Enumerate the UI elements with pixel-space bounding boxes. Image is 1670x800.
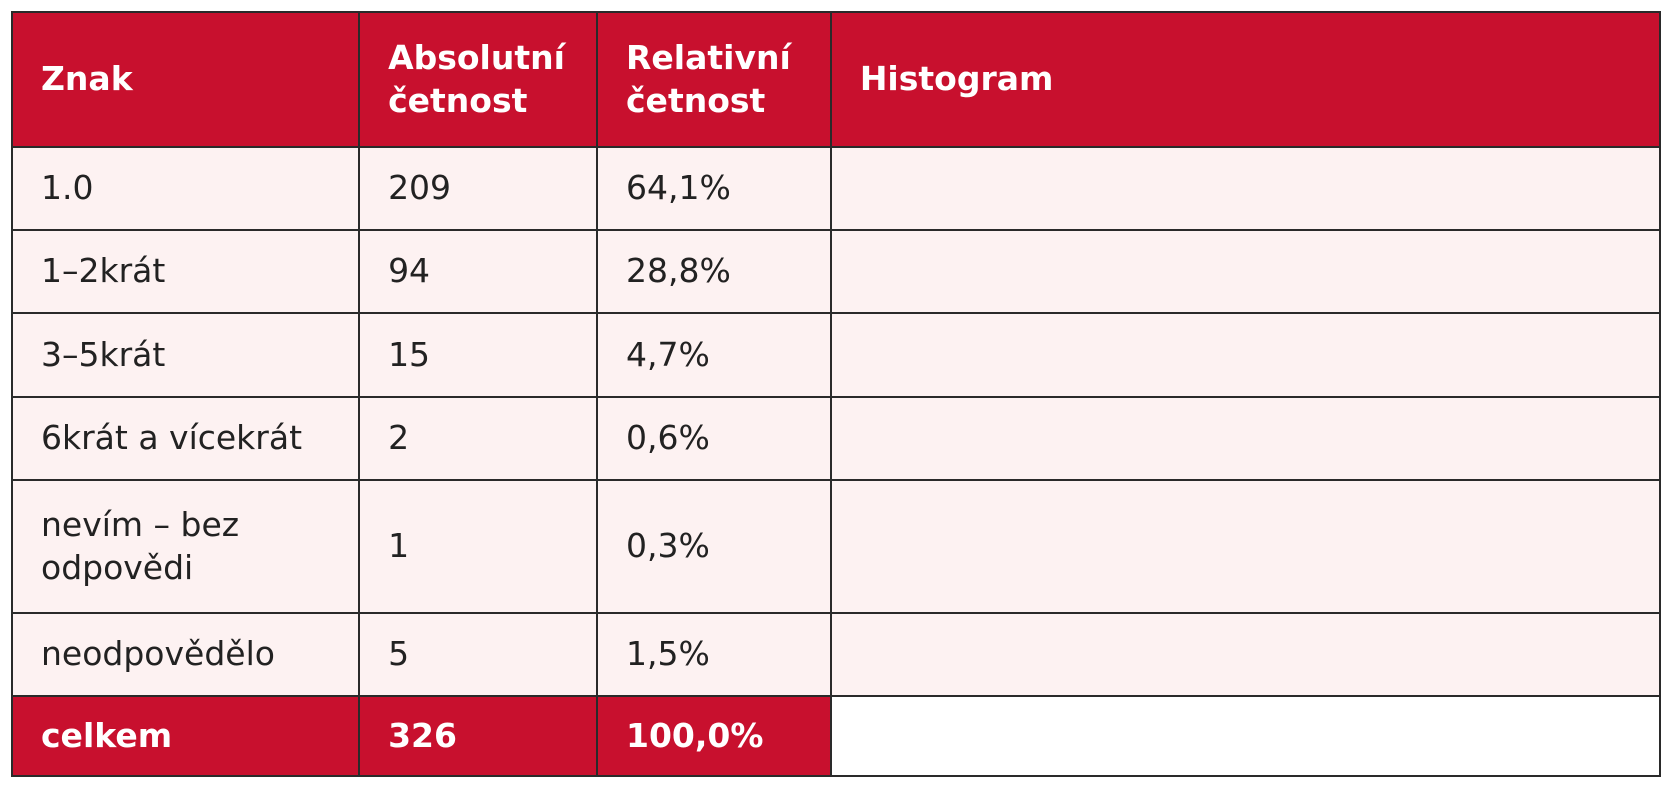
row-label: 1.0 (10, 146, 361, 231)
data-row: 1–2krát 94 28,8% (10, 229, 1662, 314)
histogram-cell (829, 229, 1662, 314)
relative-count: 64,1% (596, 146, 832, 231)
empty-cell (829, 695, 1662, 777)
data-row: 1.0 209 64,1% (10, 146, 1662, 231)
total-row: celkem 326 100,0% (10, 695, 1662, 777)
row-label: nevím – bez odpovědi (10, 479, 361, 614)
histogram-cell (829, 396, 1662, 481)
histogram-cell (829, 146, 1662, 231)
absolute-count: 1 (358, 479, 598, 614)
histogram-cell (829, 479, 1662, 614)
data-row: 6krát a vícekrát 2 0,6% (10, 396, 1662, 481)
header-row: Znak Absolutní četnost Relativní četnost… (10, 11, 1662, 148)
row-label: 3–5krát (10, 312, 361, 398)
absolute-count: 5 (358, 612, 598, 697)
row-label: 6krát a vícekrát (10, 396, 361, 481)
frequency-table: Znak Absolutní četnost Relativní četnost… (10, 11, 1662, 777)
relative-count: 1,5% (596, 612, 832, 697)
absolute-count: 15 (358, 312, 598, 398)
header-cell: Znak (10, 11, 361, 148)
header-cell: Relativní četnost (596, 11, 832, 148)
data-row: neodpovědělo 5 1,5% (10, 612, 1662, 697)
relative-count: 28,8% (596, 229, 832, 314)
histogram-cell (829, 612, 1662, 697)
total-cell: 326 (358, 695, 598, 777)
header-cell: Absolutní četnost (358, 11, 598, 148)
relative-count: 4,7% (596, 312, 832, 398)
row-label: neodpovědělo (10, 612, 361, 697)
row-label: 1–2krát (10, 229, 361, 314)
relative-count: 0,6% (596, 396, 832, 481)
table-body: Znak Absolutní četnost Relativní četnost… (10, 11, 1662, 777)
histogram-cell (829, 312, 1662, 398)
relative-count: 0,3% (596, 479, 832, 614)
absolute-count: 2 (358, 396, 598, 481)
absolute-count: 209 (358, 146, 598, 231)
total-cell: 100,0% (596, 695, 832, 777)
data-row: 3–5krát 15 4,7% (10, 312, 1662, 398)
total-cell: celkem (10, 695, 361, 777)
data-row: nevím – bez odpovědi 1 0,3% (10, 479, 1662, 614)
absolute-count: 94 (358, 229, 598, 314)
header-cell: Histogram (829, 11, 1662, 148)
